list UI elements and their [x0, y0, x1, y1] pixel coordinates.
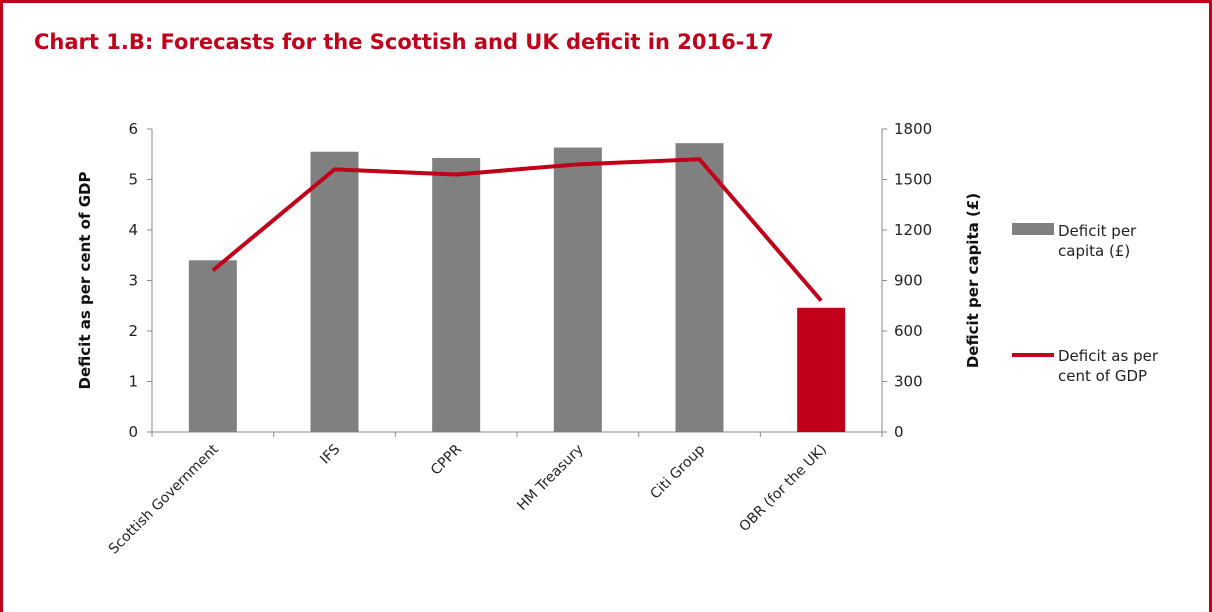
- legend-swatch-bar: [1012, 223, 1054, 235]
- line-series: [211, 157, 823, 303]
- y2-tick-label: 600: [894, 322, 923, 340]
- y2-tick-label: 1500: [894, 171, 932, 189]
- y-tick-label: 6: [128, 120, 138, 138]
- bar: [310, 151, 359, 432]
- bar: [675, 143, 724, 432]
- y-tick-label: 5: [128, 171, 138, 189]
- x-tick-label: Citi Group: [647, 441, 708, 502]
- y2-axis-title: Deficit per capita (£): [964, 193, 982, 368]
- x-tick-label: CPPR: [428, 441, 465, 478]
- y-tick-label: 0: [128, 423, 138, 441]
- y-tick-label: 3: [128, 272, 138, 290]
- x-tick-label: OBR (for the UK): [736, 442, 830, 536]
- y-tick-label: 2: [128, 322, 138, 340]
- chart-title: Chart 1.B: Forecasts for the Scottish an…: [34, 30, 774, 54]
- bar: [432, 157, 481, 432]
- legend-label-bar: capita (£): [1058, 242, 1130, 260]
- bar: [188, 260, 237, 432]
- x-tick-label: IFS: [317, 441, 343, 467]
- y-tick-label: 4: [128, 221, 138, 239]
- y-axis-title: Deficit as per cent of GDP: [76, 172, 94, 390]
- y2-tick-label: 300: [894, 373, 923, 391]
- bar-series: [188, 143, 846, 432]
- y-tick-label: 1: [128, 373, 138, 391]
- x-tick-label: Scottish Government: [106, 441, 222, 557]
- legend-label-line: Deficit as per: [1058, 347, 1159, 365]
- x-tick-label: HM Treasury: [514, 442, 586, 514]
- series-line: [211, 157, 823, 303]
- bar: [553, 147, 602, 432]
- y2-tick-label: 0: [894, 423, 904, 441]
- legend-label-bar: Deficit per: [1058, 222, 1137, 240]
- legend-label-line: cent of GDP: [1058, 367, 1147, 385]
- y2-tick-label: 900: [894, 272, 923, 290]
- bar: [797, 307, 846, 432]
- chart-legend: Deficit per capita (£) Deficit as per cent …: [1012, 222, 1159, 385]
- y2-tick-label: 1200: [894, 221, 932, 239]
- chart-axes: [147, 128, 887, 437]
- y2-tick-label: 1800: [894, 120, 932, 138]
